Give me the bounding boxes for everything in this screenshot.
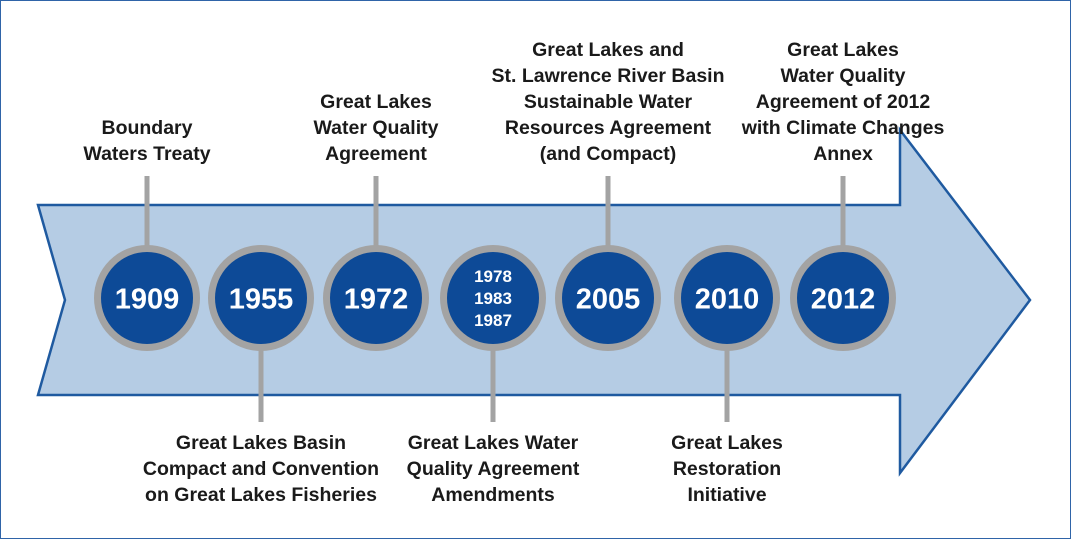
- year-circle: [797, 252, 889, 344]
- event-label: Compact and Convention: [143, 458, 379, 480]
- event-label: Sustainable Water: [524, 91, 693, 113]
- year-circle: [330, 252, 422, 344]
- event-label: Agreement: [325, 143, 427, 165]
- year-circle: [215, 252, 307, 344]
- year: 2010: [695, 283, 760, 315]
- event-label: Amendments: [431, 484, 555, 506]
- event-label: Great Lakes: [320, 91, 432, 113]
- event-label: (and Compact): [540, 143, 677, 165]
- year: 1987: [474, 311, 512, 330]
- event-label: Boundary: [101, 117, 192, 139]
- year-circle: [681, 252, 773, 344]
- year-circle: [101, 252, 193, 344]
- event-label: Great Lakes Basin: [176, 432, 346, 454]
- event-label: Great Lakes Water: [408, 432, 579, 454]
- event-label: St. Lawrence River Basin: [491, 65, 724, 87]
- year: 2005: [576, 283, 641, 315]
- year-circle: [447, 252, 539, 344]
- year: 1909: [115, 283, 180, 315]
- year: 2012: [811, 283, 876, 315]
- event-label: Restoration: [673, 458, 781, 480]
- event-label: Agreement of 2012: [756, 91, 931, 113]
- event-label: Great Lakes and: [532, 39, 684, 61]
- year: 1978: [474, 267, 512, 286]
- year-circle: [562, 252, 654, 344]
- event-label: Quality Agreement: [407, 458, 580, 480]
- event-label: on Great Lakes Fisheries: [145, 484, 377, 506]
- year: 1955: [229, 283, 294, 315]
- event-label: Waters Treaty: [83, 143, 210, 165]
- event-label: Great Lakes: [671, 432, 783, 454]
- event-label: Water Quality: [781, 65, 906, 87]
- event-label: Great Lakes: [787, 39, 899, 61]
- event-label: Water Quality: [314, 117, 439, 139]
- event-label: Annex: [813, 143, 873, 165]
- event-label: Initiative: [687, 484, 766, 506]
- year: 1972: [344, 283, 409, 315]
- event-label: Resources Agreement: [505, 117, 712, 139]
- event-label: with Climate Changes: [741, 117, 945, 139]
- year: 1983: [474, 289, 512, 308]
